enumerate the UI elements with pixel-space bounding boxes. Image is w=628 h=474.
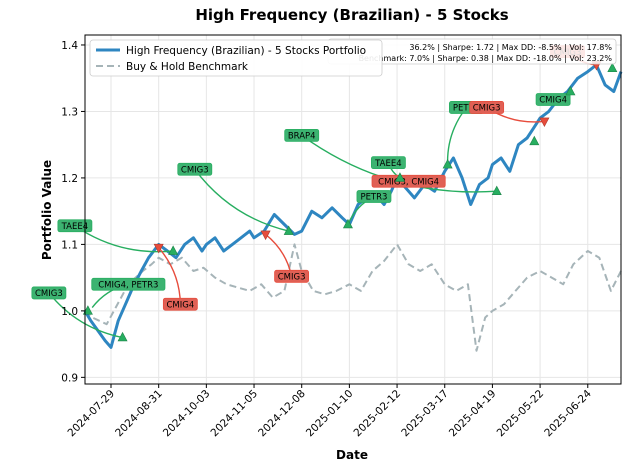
annotation-label-box <box>91 277 166 291</box>
y-axis-label: Portfolio Value <box>40 160 54 260</box>
annotation-label: TAEE4 <box>374 159 402 169</box>
annotation-label-box <box>535 93 571 106</box>
sell-marker <box>260 230 271 241</box>
y-tick-label: 0.9 <box>61 372 78 384</box>
stats-line-strategy: 36.2% | Sharpe: 1.72 | Max DD: -8.5% | V… <box>409 43 612 52</box>
sell-marker <box>153 243 164 254</box>
annotation-label: CMIG3 <box>35 289 63 299</box>
x-tick-label: 2025-02-12 <box>352 388 404 440</box>
x-tick-label: 2024-10-03 <box>161 388 213 440</box>
buy-marker <box>565 85 576 96</box>
y-tick-label: 1.1 <box>61 239 78 251</box>
legend-label-benchmark: Buy & Hold Benchmark <box>126 61 249 73</box>
annotation-label: CMIG4 <box>539 96 567 106</box>
y-tick-label: 1.0 <box>61 306 78 318</box>
annotation-label: CMIG3 <box>473 104 501 114</box>
annotation-label-box <box>284 128 320 142</box>
annotation-label: CMIG4, PETR3 <box>98 280 158 290</box>
legend-label-portfolio: High Frequency (Brazilian) - 5 Stocks Po… <box>126 45 366 57</box>
buy-marker <box>82 305 93 315</box>
annotation-label: CMIG3 <box>278 273 306 283</box>
y-tick-label: 1.2 <box>61 173 78 185</box>
buy-marker <box>529 135 540 146</box>
annotation-label-box <box>57 219 93 233</box>
legend: High Frequency (Brazilian) - 5 Stocks Po… <box>89 39 383 77</box>
x-tick-label: 2024-11-05 <box>209 388 261 440</box>
x-tick-label: 2025-01-10 <box>304 388 356 440</box>
buy-marker <box>117 331 128 342</box>
grid-lines <box>85 35 621 384</box>
x-tick-label: 2025-04-19 <box>447 388 499 440</box>
buy-marker <box>342 218 353 229</box>
buy-marker <box>168 245 179 255</box>
x-tick-label: 2025-05-22 <box>495 388 547 440</box>
annotation-label-box <box>162 297 198 311</box>
stats-line-benchmark: Benchmark: 7.0% | Sharpe: 0.38 | Max DD:… <box>359 54 613 63</box>
y-tick-label: 1.3 <box>61 106 78 118</box>
buy-marker <box>607 62 618 73</box>
annotation-connector <box>194 168 289 232</box>
stats-box: 36.2% | Sharpe: 1.72 | Max DD: -8.5% | V… <box>327 38 617 65</box>
annotation-label-box <box>469 101 505 114</box>
chart-title: High Frequency (Brazilian) - 5 Stocks <box>195 6 508 24</box>
buy-marker <box>491 185 502 196</box>
annotation-label-box <box>31 286 67 300</box>
trade-markers <box>82 61 618 342</box>
legend-frame <box>89 39 383 77</box>
annotation-label: CMIG3 <box>181 165 209 175</box>
annotation-label-box <box>274 269 309 283</box>
buy-marker <box>283 225 294 235</box>
annotation-label: CMIG3, CMIG4 <box>378 177 439 187</box>
plot-frame <box>84 34 622 385</box>
annotations: CMIG3 CMIG4, PETR3 TAEE4 CMIG4 CMIG3 CMIG3 BRA… <box>31 45 597 339</box>
annotation-label-box <box>356 190 392 203</box>
x-tick-label: 2025-06-24 <box>542 387 594 439</box>
buy-marker <box>442 158 453 169</box>
annotation-label: CMIG4 <box>166 300 194 310</box>
annotation-label: TAEE4 <box>61 222 89 232</box>
x-tick-label: 2024-12-08 <box>256 388 308 440</box>
x-axis-label: Date <box>336 448 368 462</box>
annotation-label-box <box>371 174 446 188</box>
x-tick-label: 2024-08-31 <box>113 388 165 440</box>
benchmark-line <box>84 243 622 352</box>
annotation-label: PETR3 <box>360 193 387 203</box>
buy-marker <box>394 172 405 182</box>
x-tick-label: 2025-03-17 <box>399 388 451 440</box>
sell-marker <box>539 117 550 128</box>
annotation-connector <box>446 107 467 165</box>
annotation-label: PETR4 <box>453 104 480 114</box>
annotation-label-box <box>177 162 213 176</box>
annotation-connector <box>48 292 123 339</box>
annotation-label: BRAP4 <box>288 132 316 142</box>
y-tick-label: 1.4 <box>61 40 78 52</box>
annotation-label-box <box>370 156 406 170</box>
x-tick-label: 2024-07-29 <box>65 388 117 440</box>
